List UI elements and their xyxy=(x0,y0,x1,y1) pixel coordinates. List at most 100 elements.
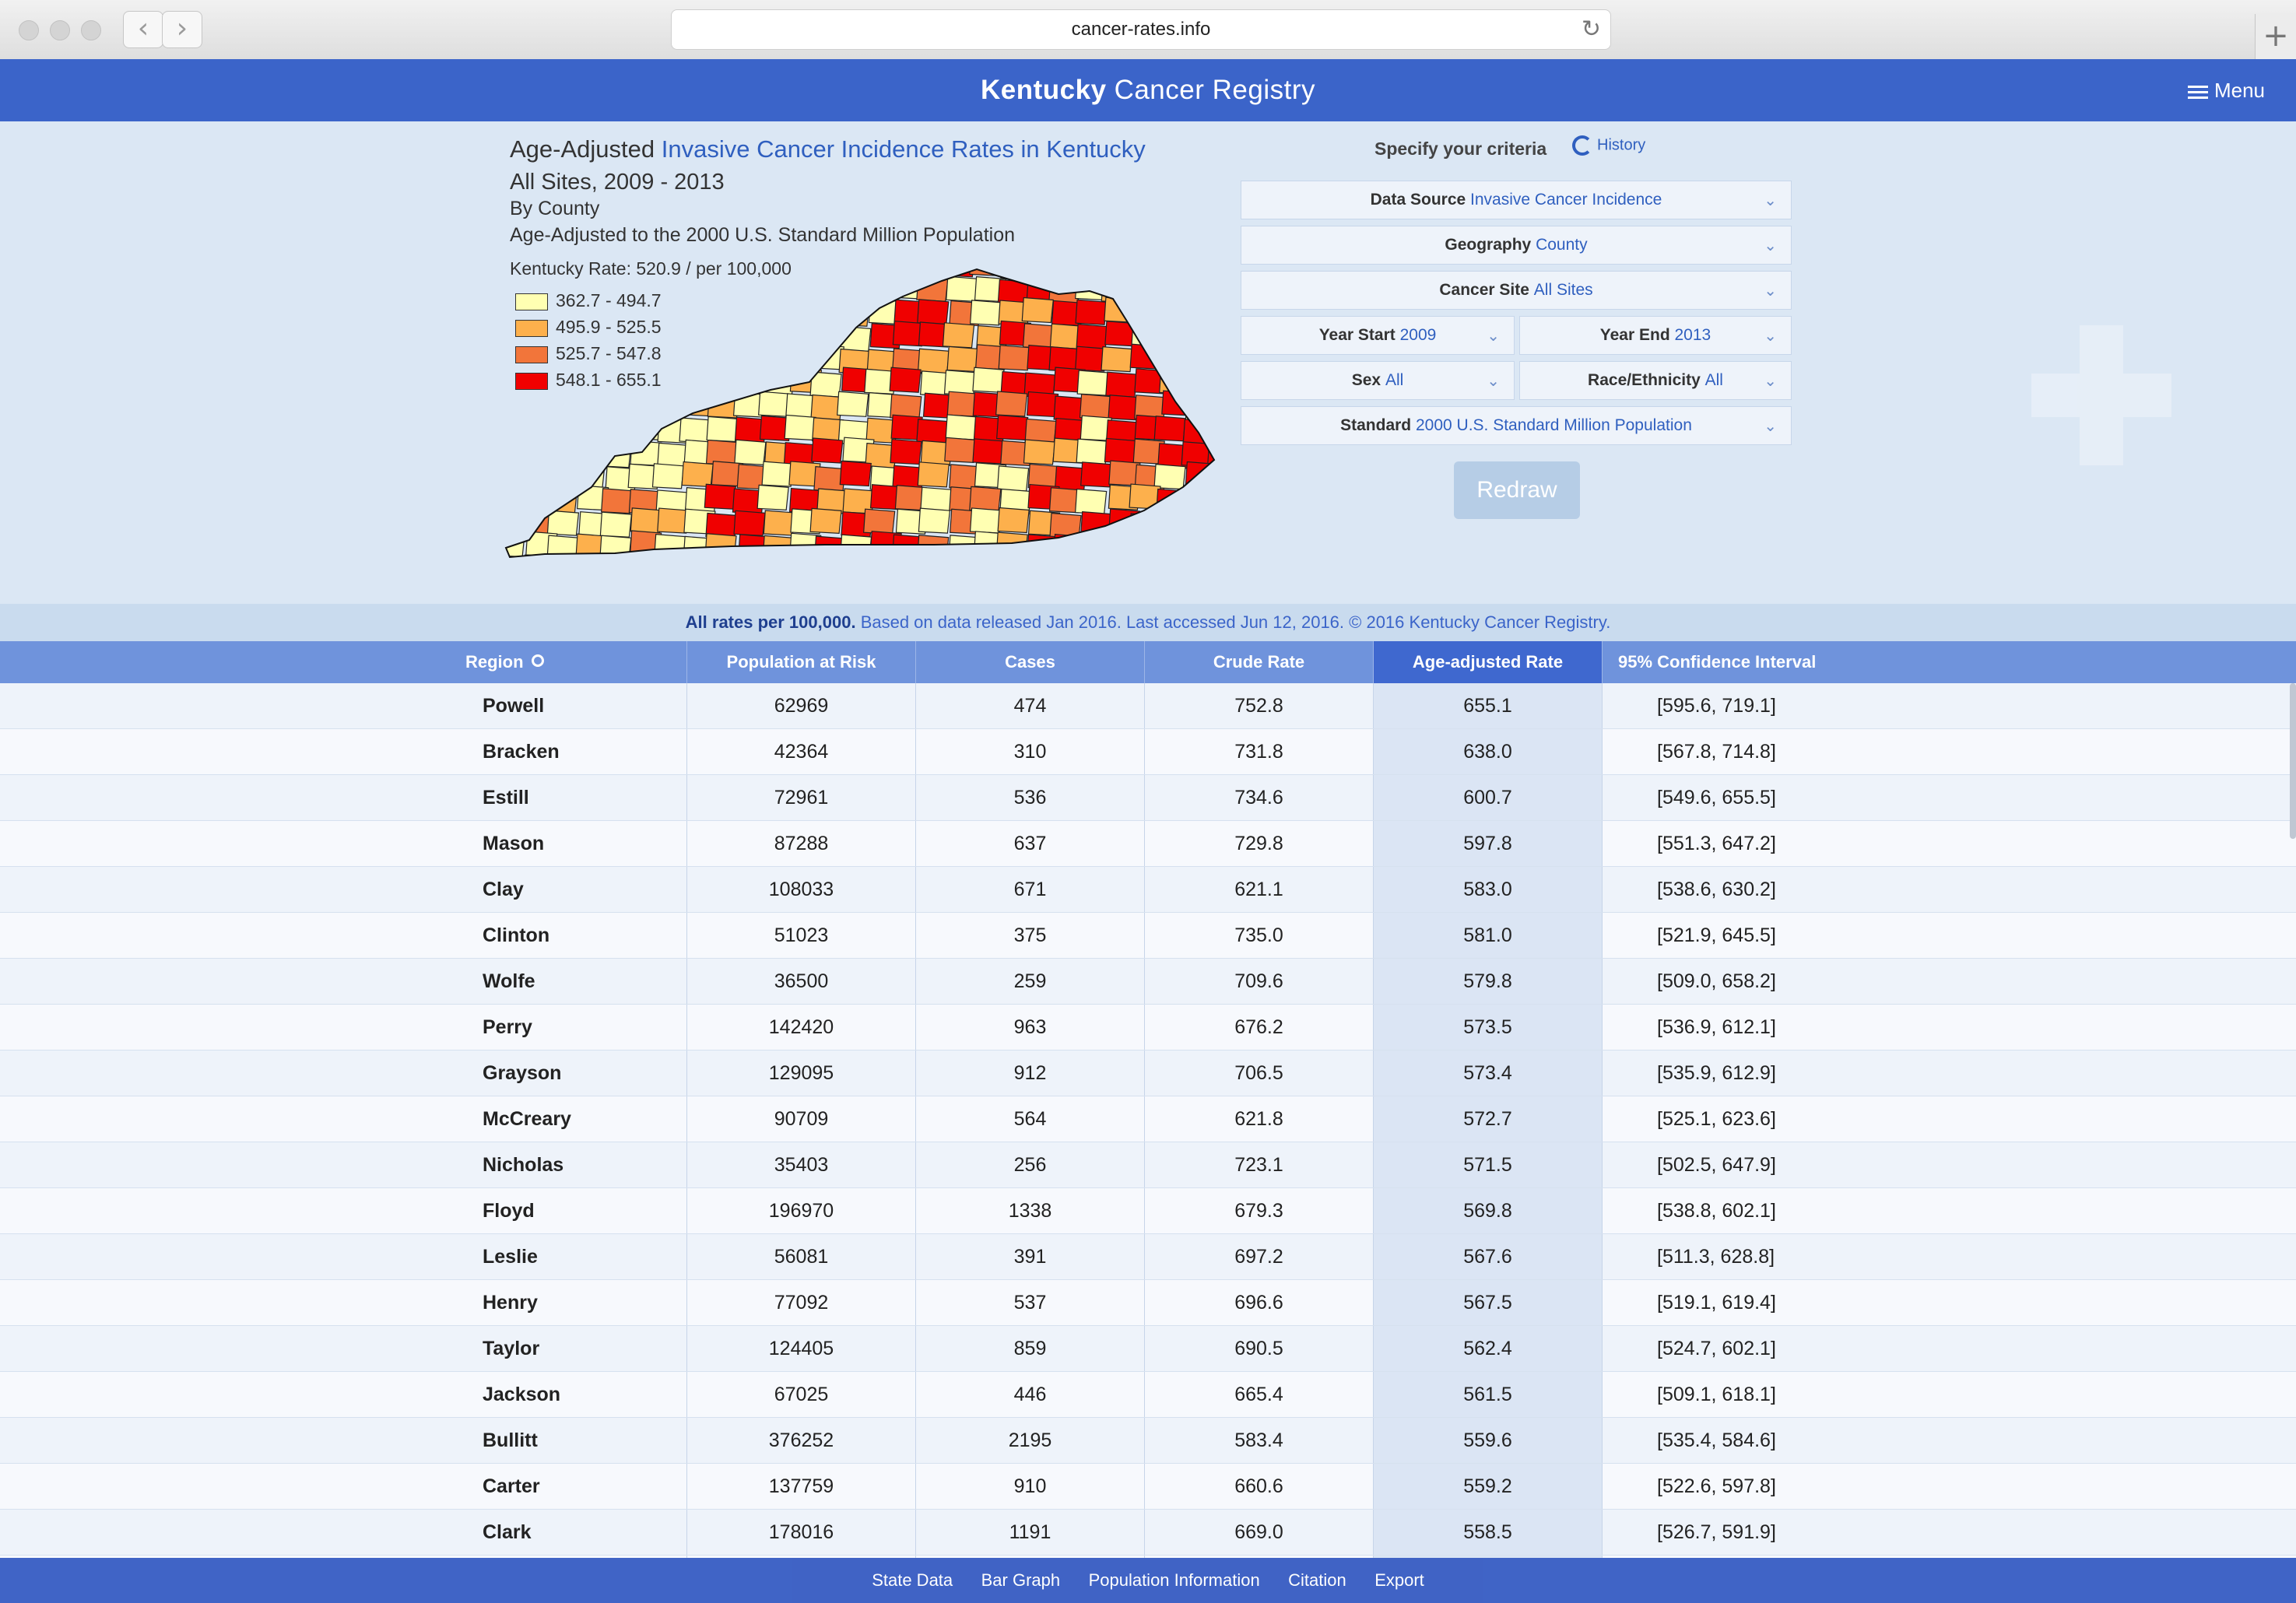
county-region[interactable] xyxy=(784,345,817,372)
county-region[interactable] xyxy=(759,254,792,277)
back-icon[interactable]: ‹ xyxy=(123,11,163,48)
table-row[interactable]: Perry 142420 963 676.2 573.5 [536.9, 612.1] xyxy=(0,1005,2296,1051)
column-header-crude-rate[interactable]: Crude Rate xyxy=(1144,641,1373,683)
county-region[interactable] xyxy=(1106,536,1139,562)
county-region[interactable] xyxy=(1181,301,1214,328)
county-region[interactable] xyxy=(917,461,950,488)
county-region[interactable] xyxy=(997,507,1030,534)
county-region[interactable] xyxy=(518,486,551,512)
county-region[interactable] xyxy=(1027,553,1061,565)
county-region[interactable] xyxy=(498,507,528,533)
column-header-cases[interactable]: Cases xyxy=(915,641,1144,683)
county-region[interactable] xyxy=(546,510,580,536)
county-region[interactable] xyxy=(550,372,583,398)
table-row[interactable]: Nicholas 35403 256 723.1 571.5 [502.5, 647.9] xyxy=(0,1142,2296,1188)
year-start-select[interactable]: Year Start 2009 ⌄ xyxy=(1241,316,1515,355)
county-region[interactable] xyxy=(1210,510,1222,536)
table-row[interactable]: Clinton 51023 375 735.0 581.0 [521.9, 645.5] xyxy=(0,913,2296,959)
table-row[interactable]: Clark 178016 1191 669.0 558.5 [526.7, 591.9] xyxy=(0,1510,2296,1556)
county-region[interactable] xyxy=(1209,372,1222,399)
county-region[interactable] xyxy=(573,555,606,565)
county-region[interactable] xyxy=(602,417,635,444)
county-region[interactable] xyxy=(1182,530,1214,557)
county-region[interactable] xyxy=(784,414,816,441)
county-region[interactable] xyxy=(762,535,795,560)
county-region[interactable] xyxy=(549,555,582,565)
county-region[interactable] xyxy=(810,556,844,565)
table-row[interactable]: Estill 72961 536 734.6 600.7 [549.6, 655.5] xyxy=(0,775,2296,821)
county-region[interactable] xyxy=(1161,390,1194,416)
county-region[interactable] xyxy=(918,255,951,281)
county-region[interactable] xyxy=(811,437,844,464)
county-region[interactable] xyxy=(889,367,922,393)
county-region[interactable] xyxy=(1074,553,1108,565)
county-region[interactable] xyxy=(1185,461,1216,488)
county-region[interactable] xyxy=(785,559,816,565)
county-region[interactable] xyxy=(708,322,741,349)
county-region[interactable] xyxy=(838,254,872,279)
county-region[interactable] xyxy=(656,343,689,370)
county-region[interactable] xyxy=(1075,299,1108,325)
county-region[interactable] xyxy=(1185,396,1216,423)
county-region[interactable] xyxy=(809,275,843,301)
county-region[interactable] xyxy=(630,414,662,440)
county-region[interactable] xyxy=(1184,559,1215,565)
county-region[interactable] xyxy=(969,507,1002,534)
county-region[interactable] xyxy=(917,535,950,560)
year-end-select[interactable]: Year End 2013 ⌄ xyxy=(1519,316,1792,355)
county-region[interactable] xyxy=(604,370,637,397)
county-region[interactable] xyxy=(1022,323,1055,349)
county-region[interactable] xyxy=(917,299,950,325)
county-region[interactable] xyxy=(1077,254,1111,278)
county-region[interactable] xyxy=(865,278,897,304)
county-region[interactable] xyxy=(521,369,553,395)
county-region[interactable] xyxy=(996,465,1030,492)
county-region[interactable] xyxy=(946,275,978,302)
geography-select[interactable]: Geography County ⌄ xyxy=(1241,226,1792,265)
county-region[interactable] xyxy=(575,533,608,559)
sex-select[interactable]: Sex All ⌄ xyxy=(1241,361,1515,400)
data-source-select[interactable]: Data Source Invasive Cancer Incidence ⌄ xyxy=(1241,181,1792,219)
county-region[interactable] xyxy=(707,555,739,565)
county-region[interactable] xyxy=(629,299,662,325)
county-region[interactable] xyxy=(705,439,739,466)
county-region[interactable] xyxy=(498,391,525,419)
county-region[interactable] xyxy=(837,300,870,327)
county-region[interactable] xyxy=(1079,393,1112,420)
county-region[interactable] xyxy=(1000,254,1033,280)
county-region[interactable] xyxy=(680,555,713,565)
county-region[interactable] xyxy=(552,300,585,326)
county-region[interactable] xyxy=(757,484,789,510)
county-region[interactable] xyxy=(758,391,791,417)
county-region[interactable] xyxy=(684,301,717,328)
county-region[interactable] xyxy=(1208,300,1222,327)
county-region[interactable] xyxy=(813,321,845,347)
forward-icon[interactable]: › xyxy=(162,11,202,48)
county-region[interactable] xyxy=(552,461,585,488)
county-region[interactable] xyxy=(1213,532,1222,558)
county-region[interactable] xyxy=(601,488,634,514)
county-region[interactable] xyxy=(734,349,767,376)
zoom-window-button[interactable] xyxy=(81,20,101,40)
county-region[interactable] xyxy=(1080,510,1113,538)
county-region[interactable] xyxy=(552,254,585,280)
cancer-site-select[interactable]: Cancer Site All Sites ⌄ xyxy=(1241,271,1792,310)
county-region[interactable] xyxy=(500,302,532,328)
county-region[interactable] xyxy=(578,418,610,445)
address-bar[interactable]: cancer-rates.info ↻ xyxy=(671,9,1611,50)
population-information-link[interactable]: Population Information xyxy=(1088,1570,1260,1590)
county-region[interactable] xyxy=(995,391,1028,417)
search-icon[interactable] xyxy=(531,654,544,668)
county-region[interactable] xyxy=(918,321,951,348)
county-region[interactable] xyxy=(864,554,897,565)
county-region[interactable] xyxy=(789,274,823,300)
county-region[interactable] xyxy=(1157,298,1191,324)
county-region[interactable] xyxy=(1184,510,1216,538)
county-region[interactable] xyxy=(1076,324,1108,350)
county-region[interactable] xyxy=(760,324,792,352)
county-region[interactable] xyxy=(523,554,556,565)
county-region[interactable] xyxy=(1129,343,1162,370)
county-region[interactable] xyxy=(893,254,925,278)
county-region[interactable] xyxy=(525,348,558,374)
county-region[interactable] xyxy=(1184,489,1216,516)
